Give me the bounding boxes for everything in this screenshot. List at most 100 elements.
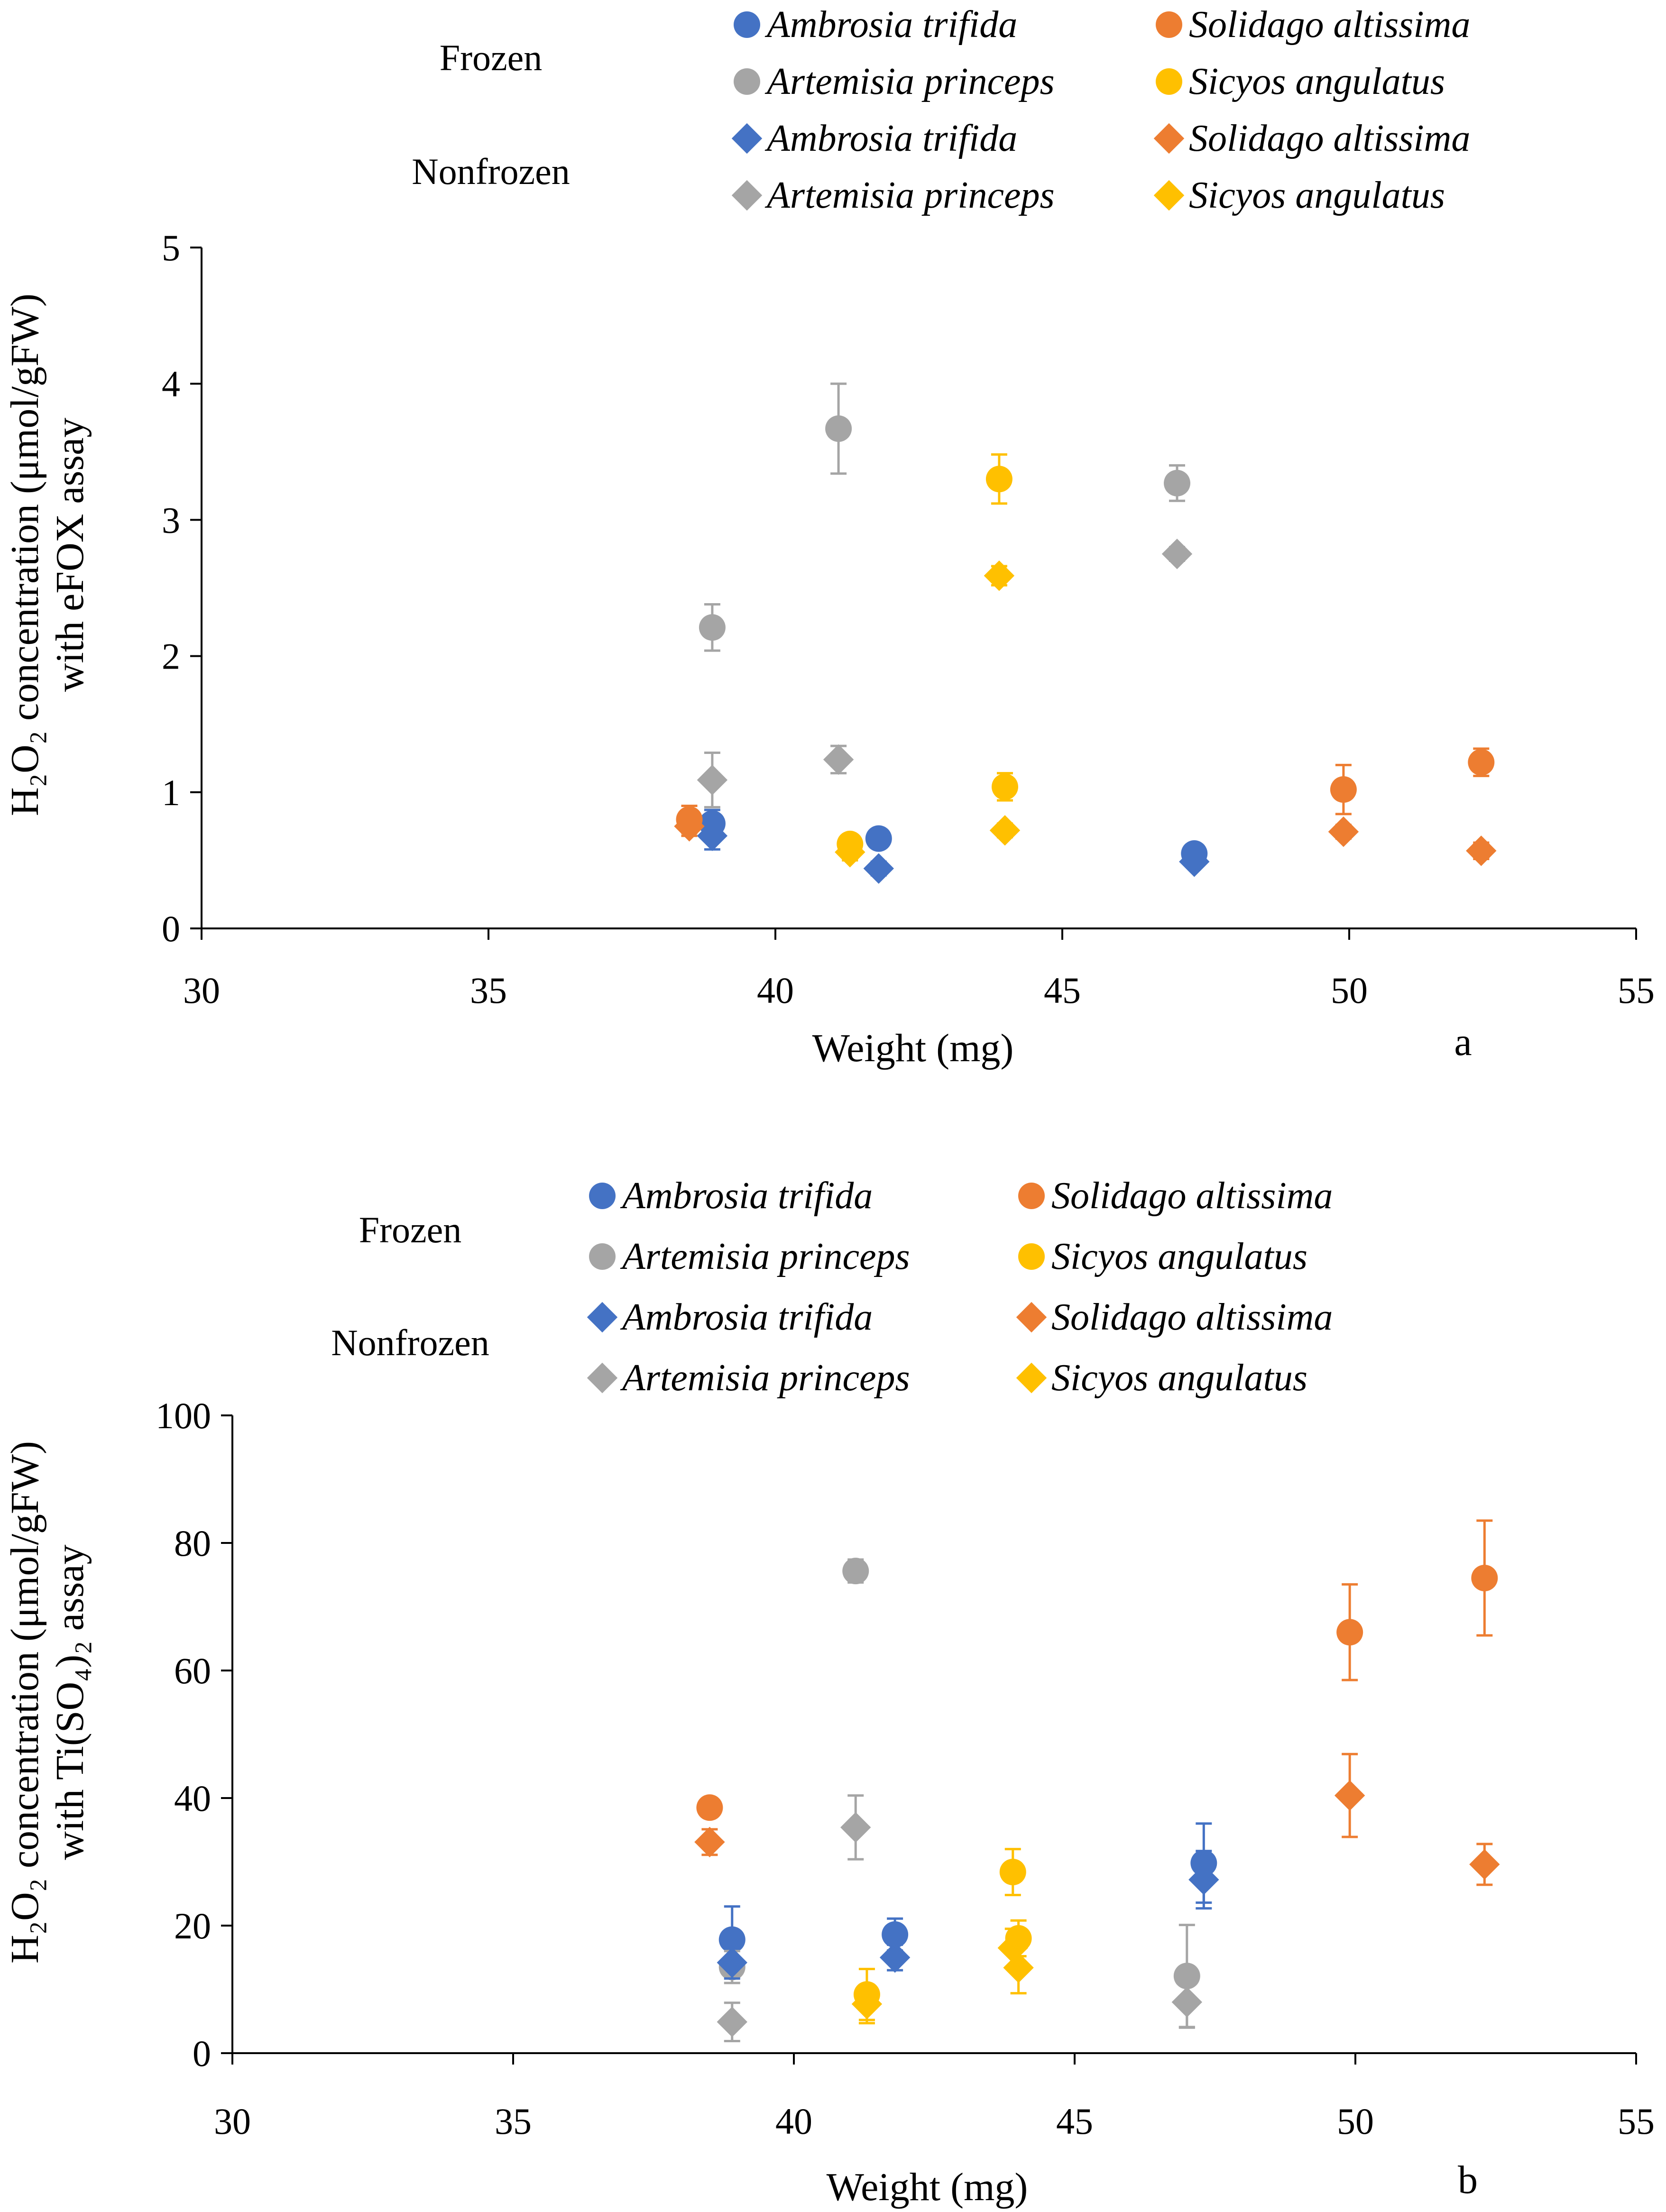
data-point-diamond (1334, 1780, 1365, 1811)
panel-letter: b (1458, 2158, 1478, 2202)
legend-label: Artemisia princeps (764, 174, 1055, 216)
data-point-diamond (989, 815, 1021, 846)
x-tick-label: 35 (470, 970, 507, 1011)
legend-label: Ambrosia trifida (620, 1175, 873, 1217)
data-point (696, 1794, 723, 1821)
series-artemisia-princeps-nonfrozen (717, 1794, 1202, 2042)
data-point-diamond (697, 764, 728, 796)
series-artemisia-princeps-frozen (699, 382, 1190, 652)
series-sicyos-angulatus-frozen (837, 453, 1018, 857)
legend-item-solidago-altissima-frozen: Solidago altissima (1018, 1175, 1333, 1217)
x-tick-label: 30 (214, 2101, 251, 2142)
data-point-diamond (840, 1812, 871, 1843)
legend-label: Solidago altissima (1189, 4, 1470, 46)
legend-item-artemisia-princeps-frozen: Artemisia princeps (589, 1236, 910, 1277)
legend-item-solidago-altissima-nonfrozen: Solidago altissima (1016, 1296, 1333, 1338)
series-sicyos-angulatus-nonfrozen (835, 560, 1021, 868)
y-axis-title-line2: with Ti(SO₄)₂ assay (48, 1544, 92, 1860)
x-tick-label: 55 (1618, 970, 1655, 1011)
legend-item-sicyos-angulatus-frozen: Sicyos angulatus (1018, 1236, 1307, 1277)
y-axis-title-line2: with eFOX assay (48, 418, 92, 692)
data-point (1468, 749, 1495, 776)
data-point (699, 614, 726, 641)
y-axis-title-line1: H₂O₂ concentration (μmol/gFW) (3, 294, 47, 816)
data-point-diamond (1161, 539, 1193, 569)
legend-diamond-marker (587, 1302, 618, 1333)
data-point-diamond (717, 1947, 747, 1978)
legend-label: Artemisia princeps (620, 1357, 910, 1399)
legend-diamond-marker (587, 1362, 618, 1394)
data-point (1164, 469, 1190, 496)
legend-group-frozen: Frozen (359, 1209, 462, 1250)
legend: Ambrosia trifida Solidago altissima Artemi… (587, 1175, 1333, 1399)
y-tick-label: 40 (174, 1778, 211, 1819)
legend-group-frozen: Frozen (440, 37, 543, 78)
plot-area: 0 20 40 60 80 100 30 35 40 45 50 55 (156, 1395, 1655, 2142)
legend-diamond-marker (731, 123, 763, 154)
legend-item-solidago-altissima-frozen: Solidago altissima (1156, 4, 1470, 46)
legend-label: Artemisia princeps (620, 1236, 910, 1277)
data-point-diamond (697, 820, 728, 851)
x-axis-title: Weight (mg) (827, 2165, 1028, 2209)
x-tick-label: 30 (183, 970, 220, 1011)
y-axis-title-line1: H₂O₂ concentration (μmol/gFW) (3, 1441, 47, 1964)
data-point-diamond (879, 1942, 911, 1973)
series-ambrosia-trifida-nonfrozen (717, 1850, 1219, 1980)
y-tick-label: 2 (162, 636, 180, 677)
legend-circle-marker (1018, 1183, 1045, 1209)
legend-diamond-marker (1153, 180, 1185, 211)
y-tick-label: 20 (174, 1905, 211, 1946)
data-point-diamond (1469, 1849, 1500, 1880)
data-point (1336, 1619, 1363, 1646)
data-point-diamond (674, 811, 705, 842)
legend-item-ambrosia-trifida-nonfrozen: Ambrosia trifida (731, 118, 1017, 159)
legend-group-nonfrozen: Nonfrozen (412, 151, 570, 192)
chart-panel-b: Frozen Nonfrozen Ambrosia trifida Solidag… (3, 1175, 1655, 2209)
data-point-diamond (1003, 1952, 1034, 1983)
y-tick-label: 60 (174, 1650, 211, 1691)
data-point-diamond (1466, 835, 1497, 866)
y-tick-label: 3 (162, 499, 180, 541)
legend-circle-marker (1156, 68, 1182, 95)
data-point (865, 825, 892, 852)
legend-diamond-marker (1016, 1302, 1047, 1333)
legend-circle-marker (734, 68, 760, 95)
data-point (999, 1859, 1026, 1886)
data-point-diamond (1188, 1864, 1219, 1895)
data-point (1471, 1564, 1498, 1591)
series-solidago-altissima-nonfrozen (694, 1753, 1500, 1886)
data-point (825, 415, 852, 442)
data-point-diamond (851, 1989, 883, 2019)
legend-item-ambrosia-trifida-nonfrozen: Ambrosia trifida (587, 1296, 873, 1338)
x-tick-label: 50 (1337, 2101, 1374, 2142)
legend-circle-marker (1018, 1243, 1045, 1270)
y-tick-label: 0 (162, 908, 180, 949)
legend-group-nonfrozen: Nonfrozen (331, 1322, 489, 1363)
legend-label: Ambrosia trifida (764, 4, 1017, 46)
x-tick-label: 45 (1044, 970, 1081, 1011)
data-point (985, 466, 1012, 493)
series-artemisia-princeps-nonfrozen (697, 539, 1193, 808)
legend-item-ambrosia-trifida-frozen: Ambrosia trifida (734, 4, 1017, 46)
y-tick-label: 5 (162, 227, 180, 268)
data-point-diamond (1179, 846, 1210, 877)
x-tick-label: 50 (1331, 970, 1368, 1011)
y-tick-label: 4 (162, 363, 180, 404)
x-tick-label: 55 (1618, 2101, 1655, 2142)
data-point-diamond (984, 560, 1015, 591)
legend-label: Sicyos angulatus (1051, 1357, 1307, 1399)
legend: Ambrosia trifida Solidago altissima Artemi… (731, 4, 1470, 216)
legend-item-solidago-altissima-nonfrozen: Solidago altissima (1153, 118, 1470, 159)
legend-item-artemisia-princeps-nonfrozen: Artemisia princeps (587, 1357, 910, 1399)
legend-diamond-marker (731, 180, 763, 211)
chart-panel-a: Frozen Nonfrozen Ambrosia trifida Solidag… (3, 4, 1655, 1070)
legend-label: Ambrosia trifida (620, 1296, 873, 1338)
legend-label: Ambrosia trifida (764, 118, 1017, 159)
legend-label: Sicyos angulatus (1189, 174, 1445, 216)
legend-item-ambrosia-trifida-frozen: Ambrosia trifida (589, 1175, 873, 1217)
data-point-diamond (823, 744, 854, 775)
data-point-diamond (1328, 816, 1359, 847)
x-tick-label: 40 (757, 970, 794, 1011)
x-tick-label: 35 (495, 2101, 532, 2142)
